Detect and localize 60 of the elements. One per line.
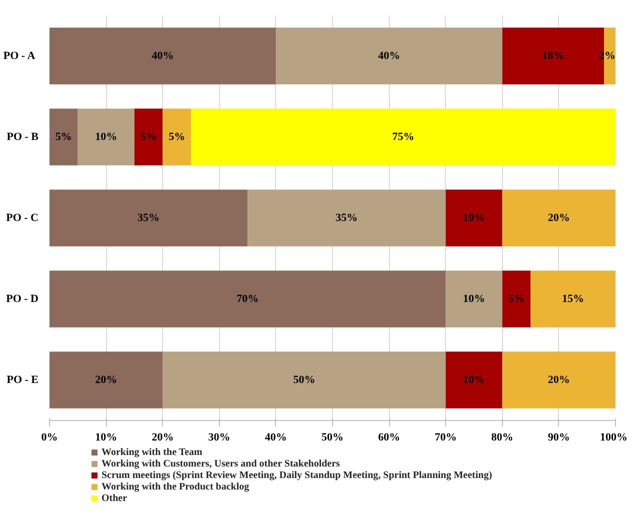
x-tick-label: 10% [95, 432, 118, 444]
legend-label: Working with Customers, Users and other Stakeholders [102, 458, 340, 470]
data-label: 5% [508, 293, 525, 305]
data-label: 5% [140, 131, 157, 143]
bar [446, 190, 502, 246]
bar [78, 108, 134, 166]
data-label: 20% [548, 212, 570, 224]
x-tick-label: 90% [548, 432, 570, 444]
data-label: 35% [336, 212, 358, 224]
legend-label: Working with the Product backlog [102, 482, 250, 492]
legend-label: Other [102, 493, 128, 504]
bar [530, 270, 616, 328]
legend-label: Scrum meetings (Sprint Review Meeting, Daily Standup Meeting, Sprint Planning Meeting) [102, 470, 492, 481]
y-tick-label: PO - C [6, 212, 39, 224]
data-label: 20% [548, 374, 570, 386]
data-label: 50% [293, 374, 316, 386]
x-tick-label: 80% [491, 432, 514, 444]
bar [50, 28, 276, 84]
data-label: 40% [152, 50, 174, 62]
bar [50, 352, 163, 408]
x-tick-label: 50% [322, 432, 344, 444]
bar [248, 190, 446, 246]
x-tick-label: 70% [434, 432, 457, 444]
bar [502, 352, 616, 408]
bar [162, 352, 446, 408]
x-tick-label: 0% [41, 432, 58, 444]
data-label: 10% [463, 293, 485, 305]
data-label: 40% [378, 50, 400, 62]
x-tick-label: 30% [208, 432, 230, 444]
data-label: 5% [168, 131, 186, 143]
data-label: 35% [138, 212, 160, 224]
x-tick-label: 60% [378, 432, 400, 444]
bar [50, 108, 78, 166]
data-label: 18% [542, 50, 564, 62]
data-label: 10% [95, 131, 118, 143]
x-tick-label: 20% [152, 432, 174, 444]
bar [162, 108, 191, 166]
data-label: 70% [236, 293, 259, 305]
data-label: 15% [562, 293, 584, 305]
y-tick-label: PO - A [3, 50, 36, 62]
x-tick-label: 40% [264, 432, 287, 444]
data-label: 75% [392, 131, 414, 143]
data-label: 10% [463, 374, 485, 386]
data-label: 5% [55, 131, 72, 143]
bar [502, 270, 531, 328]
bar [502, 190, 616, 246]
bar [134, 108, 163, 166]
bar [446, 270, 502, 328]
y-tick-label: PO - D [6, 293, 39, 305]
bar [446, 352, 502, 408]
bar [50, 270, 446, 328]
x-tick-label: 100% [600, 432, 628, 444]
bar [191, 108, 616, 166]
bar [276, 28, 502, 84]
legend-label: Working with the Team [102, 447, 204, 458]
data-label: 20% [95, 374, 118, 386]
data-label: 10% [463, 212, 485, 224]
y-tick-label: PO - B [6, 131, 40, 143]
bar [50, 190, 248, 246]
y-tick-label: PO - E [6, 374, 39, 386]
